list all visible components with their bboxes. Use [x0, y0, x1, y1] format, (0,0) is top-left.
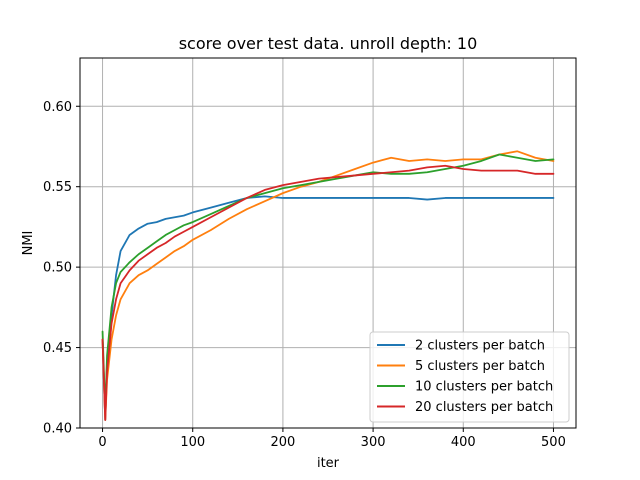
y-tick-label: 0.55: [43, 180, 72, 195]
series-line-4: [101, 164, 555, 421]
chart-title: score over test data. unroll depth: 10: [179, 34, 478, 53]
legend-box: [369, 331, 570, 423]
y-tick-label: 0.40: [43, 422, 72, 437]
x-tick-label: 0: [98, 435, 106, 450]
y-tick-label: 0.45: [43, 341, 72, 356]
x-tick-label: 400: [451, 435, 476, 450]
series-line-1: [101, 195, 555, 421]
legend: 2 clusters per batch 5 clusters per batch…: [369, 331, 570, 423]
y-tick-label: 0.60: [43, 100, 72, 115]
x-tick-label: 200: [270, 435, 295, 450]
series-lines: [101, 150, 555, 421]
x-tick-label: 500: [541, 435, 566, 450]
legend-label-4: 20 clusters per batch: [415, 400, 553, 415]
grid: [80, 58, 576, 429]
x-axis-label: iter: [317, 456, 340, 471]
series-line-2: [101, 150, 555, 421]
legend-label-2: 5 clusters per batch: [415, 359, 545, 374]
y-axis-label: NMI: [21, 231, 36, 256]
legend-label-1: 2 clusters per batch: [415, 339, 545, 354]
plot-frame: [79, 57, 577, 429]
legend-label-3: 10 clusters per batch: [415, 380, 553, 395]
axis-ticks: 0 100 200 300 400 500 0.40 0.45 0.50 0.55 0.60: [43, 100, 566, 450]
y-tick-label: 0.50: [43, 261, 72, 276]
x-tick-label: 100: [180, 435, 205, 450]
x-tick-label: 300: [361, 435, 386, 450]
